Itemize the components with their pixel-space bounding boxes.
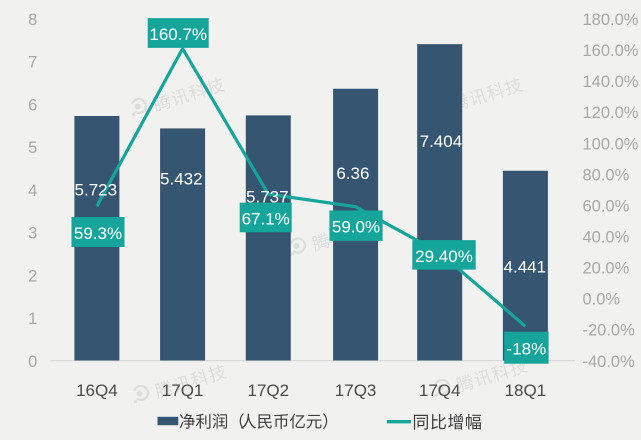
svg-text:7: 7: [28, 54, 37, 72]
svg-text:29.40%: 29.40%: [415, 247, 473, 266]
svg-text:18Q1: 18Q1: [505, 381, 547, 400]
svg-text:59.0%: 59.0%: [332, 218, 380, 237]
svg-text:120.0%: 120.0%: [583, 104, 639, 122]
svg-text:6.36: 6.36: [336, 164, 369, 183]
svg-text:6: 6: [28, 96, 37, 114]
svg-text:8: 8: [28, 11, 37, 29]
svg-text:5.432: 5.432: [160, 169, 203, 188]
svg-text:-18%: -18%: [507, 340, 547, 359]
svg-text:100.0%: 100.0%: [583, 135, 639, 153]
svg-text:5.723: 5.723: [75, 181, 118, 200]
svg-text:67.1%: 67.1%: [242, 210, 290, 229]
svg-text:3: 3: [28, 225, 37, 243]
svg-text:2: 2: [28, 267, 37, 285]
svg-text:0: 0: [28, 353, 37, 371]
svg-text:5.737: 5.737: [246, 188, 289, 207]
svg-text:-40.0%: -40.0%: [583, 353, 636, 371]
svg-text:16Q4: 16Q4: [76, 381, 118, 400]
svg-text:17Q3: 17Q3: [335, 381, 377, 400]
svg-text:17Q4: 17Q4: [419, 381, 461, 400]
svg-text:160.0%: 160.0%: [583, 42, 639, 60]
svg-text:160.7%: 160.7%: [149, 25, 207, 44]
svg-text:4: 4: [28, 182, 37, 200]
svg-text:40.0%: 40.0%: [583, 229, 630, 247]
svg-text:17Q1: 17Q1: [162, 381, 204, 400]
svg-text:59.3%: 59.3%: [74, 224, 122, 243]
svg-text:5: 5: [28, 139, 37, 157]
svg-text:60.0%: 60.0%: [583, 197, 630, 215]
svg-text:140.0%: 140.0%: [583, 73, 639, 91]
svg-text:20.0%: 20.0%: [583, 260, 630, 278]
svg-text:7.404: 7.404: [420, 132, 463, 151]
svg-text:1: 1: [28, 310, 37, 328]
svg-text:-20.0%: -20.0%: [583, 322, 636, 340]
svg-text:17Q2: 17Q2: [248, 381, 290, 400]
svg-text:4.441: 4.441: [504, 258, 547, 277]
svg-text:80.0%: 80.0%: [583, 166, 630, 184]
svg-text:180.0%: 180.0%: [583, 11, 639, 29]
svg-text:0.0%: 0.0%: [583, 291, 621, 309]
